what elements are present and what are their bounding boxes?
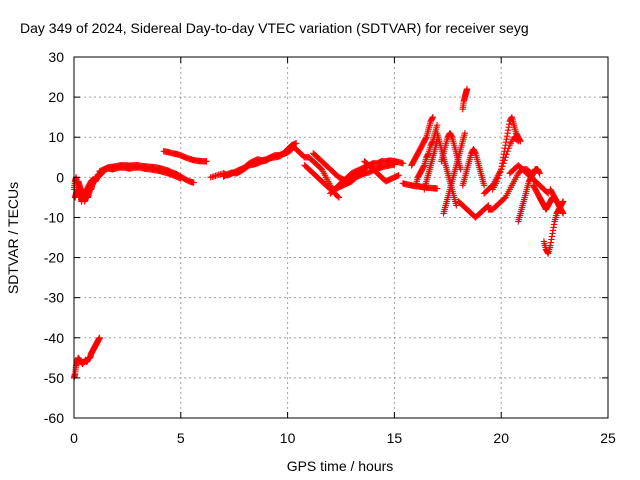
data-point-marker [190, 179, 197, 186]
data-point-marker [559, 198, 567, 205]
data-point-marker [429, 113, 437, 121]
data-point-marker [453, 202, 460, 209]
y-tick-label: -20 [44, 250, 64, 266]
y-tick-label: 20 [48, 89, 64, 105]
data-point-marker [495, 172, 503, 179]
x-axis-label: GPS time / hours [287, 458, 394, 474]
data-point-marker [480, 182, 488, 189]
x-tick-label: 25 [600, 430, 616, 446]
plot-frame [73, 56, 609, 419]
y-tick-layer: -60 -50 -40 -30 -20 -10 0 10 20 30 [44, 49, 608, 426]
y-tick-label: 0 [56, 169, 64, 185]
data-point-marker [399, 160, 407, 167]
data-point-marker [433, 185, 441, 192]
y-tick-label: -60 [44, 410, 64, 426]
y-tick-label: 30 [48, 49, 64, 65]
y-tick-label: -40 [44, 330, 64, 346]
data-point-marker [335, 194, 343, 201]
data-point-marker [433, 121, 441, 129]
y-tick-label: -30 [44, 290, 64, 306]
data-point-marker [334, 193, 341, 200]
x-tick-label: 20 [493, 430, 509, 446]
chart-title: Day 349 of 2024, Sidereal Day-to-day VTE… [20, 20, 529, 36]
data-point-marker [517, 138, 524, 145]
points-layer [70, 85, 567, 382]
y-axis-label: SDTVAR / TECUs [5, 182, 21, 294]
data-point-marker [292, 140, 300, 147]
data-point-marker [463, 85, 471, 93]
y-tick-label: 10 [48, 129, 64, 145]
x-tick-label: 10 [280, 430, 296, 446]
data-point-marker [559, 210, 567, 217]
x-tick-label: 15 [387, 430, 403, 446]
data-point-marker [536, 170, 543, 177]
x-tick-label: 0 [70, 430, 78, 446]
data-point-marker [391, 161, 398, 168]
data-point-marker [493, 178, 501, 185]
data-point-marker [494, 175, 502, 182]
data-point-marker [496, 169, 504, 176]
y-tick-label: -50 [44, 370, 64, 386]
data-point-marker [395, 172, 402, 179]
data-point-marker [203, 158, 210, 165]
data-point-marker [177, 175, 184, 182]
data-point-marker [96, 334, 103, 341]
grid-layer [74, 57, 608, 418]
y-tick-label: -10 [44, 209, 64, 225]
x-tick-label: 5 [177, 430, 185, 446]
data-point-marker [457, 166, 464, 173]
data-point-marker [461, 130, 469, 137]
x-tick-layer: 0 5 10 15 20 25 [70, 57, 616, 446]
